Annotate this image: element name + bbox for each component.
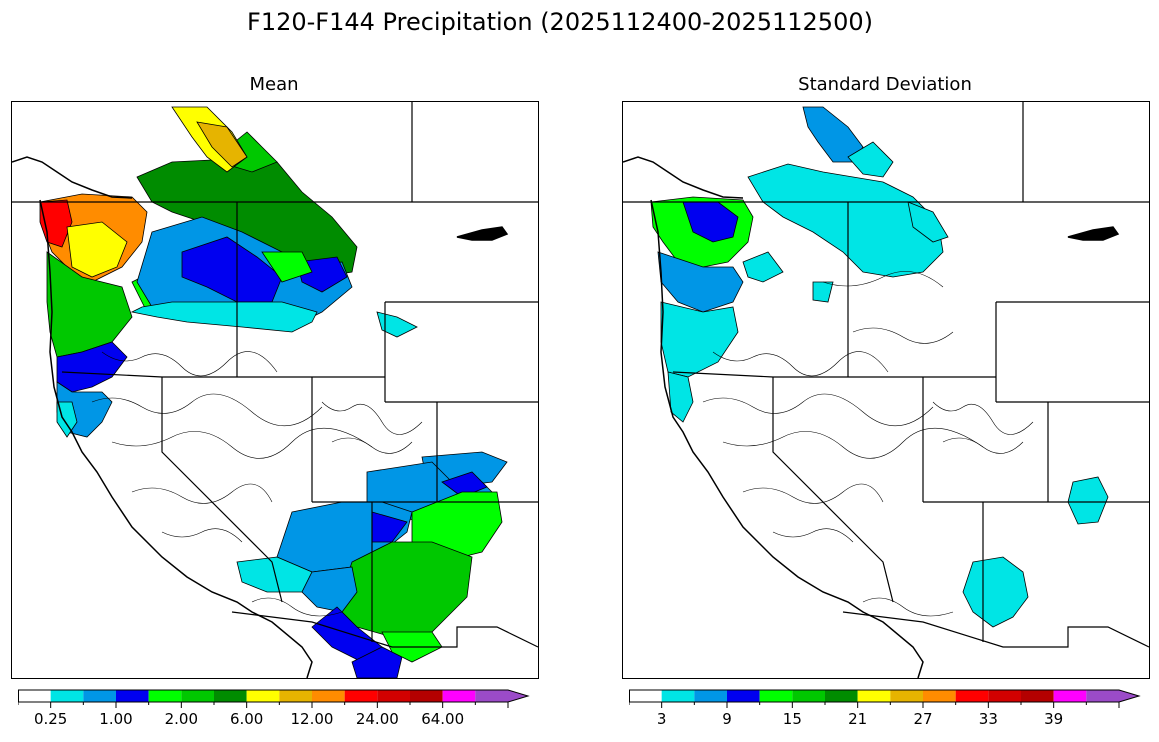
stddev-colorbar-svg: 3 9 15 21 27 33 39	[628, 689, 1141, 728]
mean-panel-title: Mean	[249, 74, 299, 95]
stddev-colorbar-outline	[629, 689, 1141, 703]
mean-color-swatch	[214, 690, 247, 702]
mean-color-swatch	[83, 690, 116, 702]
mean-basin-fills	[39, 106, 508, 679]
mean-colorbar-label: 2.00	[165, 710, 198, 728]
stddev-color-swatch	[825, 690, 858, 702]
mean-colorbar: 0.25 1.00 2.00 6.00 12.00 24.00 64.00	[17, 688, 538, 738]
stddev-colorbar-label: 3	[657, 710, 667, 728]
mean-basin-outlines	[91, 351, 423, 617]
mean-color-swatch	[475, 690, 528, 702]
stddev-color-swatch	[1021, 690, 1054, 702]
stddev-colorbar-label: 9	[722, 710, 732, 728]
mean-color-swatch	[377, 690, 410, 702]
mean-color-swatch	[148, 690, 182, 702]
mean-color-swatch	[279, 690, 312, 702]
mean-colorbar-label: 64.00	[421, 710, 464, 728]
mean-map	[11, 101, 539, 679]
mean-color-swatch	[442, 690, 476, 702]
stddev-color-swatch	[629, 690, 662, 702]
stddev-color-swatch	[923, 690, 956, 702]
stddev-colorbar-label: 27	[913, 710, 932, 728]
stddev-colorbar-label: 39	[1044, 710, 1063, 728]
stddev-colorbar: 3 9 15 21 27 33 39	[628, 688, 1149, 738]
mean-colorbar-label: 24.00	[356, 710, 399, 728]
stddev-color-swatch	[857, 690, 891, 702]
stddev-color-swatch	[694, 690, 727, 702]
stddev-panel-title: Standard Deviation	[798, 74, 972, 95]
stddev-color-swatch	[890, 690, 923, 702]
mean-colorbar-outline	[18, 689, 530, 703]
mean-color-swatch	[181, 690, 214, 702]
stddev-color-swatch	[661, 690, 695, 702]
stddev-color-swatch	[759, 690, 793, 702]
stddev-basin-fills	[650, 106, 1109, 628]
stddev-color-swatch	[988, 690, 1021, 702]
stddev-color-swatch	[1086, 690, 1139, 702]
stddev-colorbar-label: 33	[979, 710, 998, 728]
mean-color-swatch	[410, 690, 443, 702]
stddev-map	[622, 101, 1150, 679]
stddev-color-swatch	[792, 690, 825, 702]
mean-colorbar-label: 12.00	[291, 710, 334, 728]
stddev-colorbar-label: 21	[848, 710, 867, 728]
mean-colorbar-label: 6.00	[230, 710, 263, 728]
mean-color-swatch	[312, 690, 345, 702]
stddev-coastline	[622, 156, 1120, 679]
stddev-colorbar-label: 15	[783, 710, 802, 728]
mean-colorbar-label: 1.00	[99, 710, 132, 728]
mean-state-boundaries	[12, 102, 539, 648]
stddev-state-boundaries	[623, 102, 1150, 648]
mean-color-swatch	[50, 690, 84, 702]
figure-title: F120-F144 Precipitation (2025112400-2025…	[247, 8, 873, 36]
stddev-color-swatch	[727, 690, 760, 702]
stddev-basin-outlines	[702, 271, 1034, 617]
mean-colorbar-svg: 0.25 1.00 2.00 6.00 12.00 24.00 64.00	[17, 689, 530, 728]
stddev-color-swatch	[1053, 690, 1087, 702]
mean-coastline	[11, 156, 509, 679]
stddev-color-swatch	[955, 690, 989, 702]
mean-color-swatch	[344, 690, 378, 702]
mean-colorbar-label: 0.25	[34, 710, 67, 728]
mean-color-swatch	[246, 690, 280, 702]
mean-color-swatch	[116, 690, 149, 702]
mean-color-swatch	[18, 690, 51, 702]
